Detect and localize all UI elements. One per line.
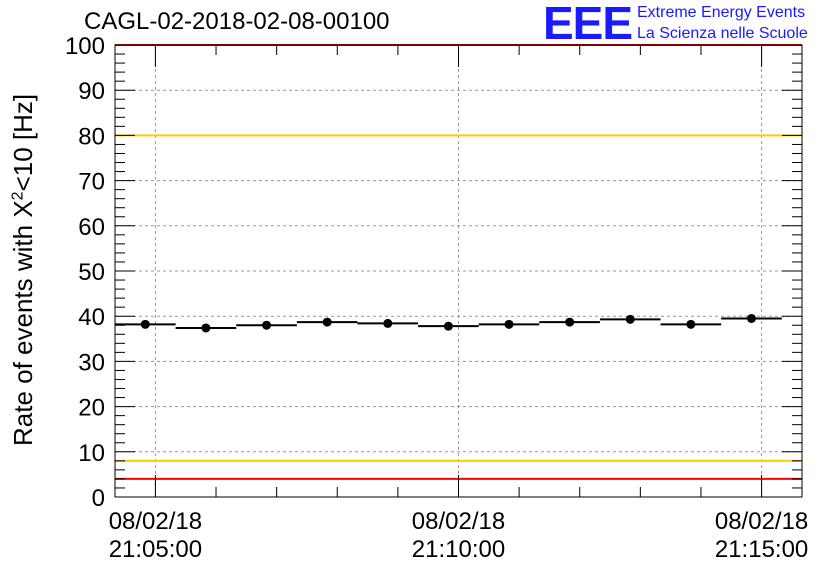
data-point bbox=[565, 317, 575, 327]
grid-lines bbox=[115, 45, 802, 497]
y-tick-label: 0 bbox=[92, 485, 105, 512]
y-tick-label: 20 bbox=[78, 395, 105, 422]
data-point bbox=[443, 321, 453, 331]
data-point bbox=[625, 314, 635, 324]
y-axis-label: Rate of events with X2<10 [Hz] bbox=[8, 94, 39, 446]
data-point bbox=[201, 323, 211, 333]
x-tick-time: 21:10:00 bbox=[411, 536, 506, 563]
x-tick-label: 08/02/18 21:15:00 bbox=[692, 508, 832, 564]
logo-caption-line1: Extreme Energy Events bbox=[637, 4, 806, 21]
data-point bbox=[686, 319, 696, 329]
data-point bbox=[140, 319, 150, 329]
chart-title: CAGL-02-2018-02-08-00100 bbox=[84, 8, 390, 35]
logo-caption: Extreme Energy Events La Scienza nelle S… bbox=[637, 2, 808, 44]
y-tick-label: 100 bbox=[65, 33, 105, 60]
x-tick-time: 21:15:00 bbox=[714, 536, 809, 563]
y-tick-label: 50 bbox=[78, 259, 105, 286]
logo-caption-line2: La Scienza nelle Scuole bbox=[637, 25, 808, 42]
data-point bbox=[746, 313, 756, 323]
data-series bbox=[115, 313, 782, 333]
x-tick-time: 21:05:00 bbox=[108, 536, 203, 563]
axis-ticks bbox=[115, 44, 802, 498]
data-point bbox=[262, 320, 272, 330]
data-point bbox=[322, 317, 332, 327]
x-tick-date: 08/02/18 bbox=[411, 508, 506, 535]
y-tick-label: 60 bbox=[78, 214, 105, 241]
y-tick-label: 10 bbox=[78, 440, 105, 467]
y-tick-label: 40 bbox=[78, 304, 105, 331]
y-axis-label-tail: <10 [Hz] bbox=[8, 93, 38, 192]
x-tick-label: 08/02/18 21:10:00 bbox=[389, 508, 529, 564]
data-point bbox=[504, 319, 514, 329]
eee-logo: EEE bbox=[543, 0, 633, 49]
y-tick-label: 30 bbox=[78, 349, 105, 376]
data-point bbox=[383, 318, 393, 328]
x-tick-date: 08/02/18 bbox=[714, 508, 809, 535]
y-axis-label-main: Rate of events with X bbox=[8, 200, 38, 446]
y-tick-label: 80 bbox=[78, 123, 105, 150]
x-tick-date: 08/02/18 bbox=[108, 508, 203, 535]
y-tick-labels: 0 10 20 30 40 50 60 70 80 90 100 bbox=[65, 33, 105, 512]
x-tick-label: 08/02/18 21:05:00 bbox=[85, 508, 225, 564]
y-tick-label: 70 bbox=[78, 169, 105, 196]
y-tick-label: 90 bbox=[78, 78, 105, 105]
y-axis-label-sup: 2 bbox=[9, 191, 27, 201]
